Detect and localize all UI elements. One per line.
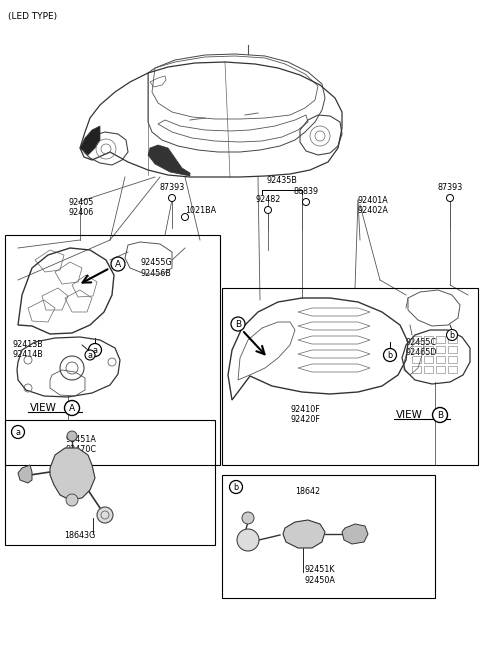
Text: 92482: 92482 <box>255 195 281 204</box>
Bar <box>424 356 433 363</box>
Bar <box>436 366 445 373</box>
Polygon shape <box>342 524 368 544</box>
Circle shape <box>66 494 78 506</box>
Bar <box>412 356 421 363</box>
Circle shape <box>446 194 454 201</box>
Circle shape <box>446 329 457 340</box>
Circle shape <box>85 350 95 360</box>
Text: 92413B
92414B: 92413B 92414B <box>12 340 43 359</box>
Text: B: B <box>437 410 443 420</box>
Text: b: b <box>387 350 393 360</box>
Bar <box>424 336 433 343</box>
Circle shape <box>384 348 396 362</box>
Bar <box>448 336 457 343</box>
Circle shape <box>302 198 310 205</box>
Text: 18642: 18642 <box>295 487 321 496</box>
Text: 92410F
92420F: 92410F 92420F <box>290 405 320 424</box>
Circle shape <box>111 257 125 271</box>
Polygon shape <box>80 126 100 155</box>
Text: 86839: 86839 <box>293 187 319 196</box>
Bar <box>412 346 421 353</box>
Circle shape <box>67 431 77 441</box>
Text: 92435B: 92435B <box>266 176 298 185</box>
Bar <box>448 366 457 373</box>
Text: (LED TYPE): (LED TYPE) <box>8 12 57 21</box>
Circle shape <box>264 207 272 213</box>
Text: a: a <box>93 346 97 354</box>
Bar <box>448 356 457 363</box>
Circle shape <box>12 426 24 438</box>
Text: b: b <box>449 331 455 340</box>
Text: B: B <box>235 319 241 329</box>
Text: 92405
92406: 92405 92406 <box>68 198 94 217</box>
Circle shape <box>97 507 113 523</box>
Text: 87393: 87393 <box>437 183 463 192</box>
Bar <box>412 336 421 343</box>
Bar <box>436 336 445 343</box>
Circle shape <box>231 317 245 331</box>
Circle shape <box>88 344 101 356</box>
Text: 92401A
92402A: 92401A 92402A <box>358 196 389 215</box>
Text: 92451A
92470C: 92451A 92470C <box>65 435 96 454</box>
Text: A: A <box>69 404 75 412</box>
Circle shape <box>168 194 176 201</box>
Polygon shape <box>18 465 32 483</box>
Text: 92455G
92456B: 92455G 92456B <box>140 258 172 278</box>
Polygon shape <box>148 145 190 176</box>
Bar <box>424 346 433 353</box>
Bar <box>436 346 445 353</box>
Bar <box>5 420 215 545</box>
Bar <box>222 288 478 465</box>
Circle shape <box>242 512 254 524</box>
Text: 1021BA: 1021BA <box>185 205 216 215</box>
Text: 18643G: 18643G <box>64 531 96 539</box>
Circle shape <box>432 408 447 422</box>
Circle shape <box>237 529 259 551</box>
Circle shape <box>229 481 242 493</box>
Text: VIEW: VIEW <box>30 403 57 413</box>
Bar <box>5 235 220 465</box>
Text: 92455C
92465D: 92455C 92465D <box>405 338 436 357</box>
Circle shape <box>181 213 189 221</box>
Text: VIEW: VIEW <box>396 410 423 420</box>
Text: 87393: 87393 <box>159 183 185 192</box>
Text: a: a <box>87 350 93 360</box>
Circle shape <box>64 400 80 416</box>
Bar <box>424 366 433 373</box>
Text: A: A <box>115 259 121 269</box>
Text: a: a <box>15 428 21 436</box>
Bar <box>222 475 435 598</box>
Bar <box>448 346 457 353</box>
Text: 92451K
92450A: 92451K 92450A <box>305 565 336 585</box>
Bar <box>412 366 421 373</box>
Bar <box>436 356 445 363</box>
Polygon shape <box>283 520 325 548</box>
Text: b: b <box>233 483 239 491</box>
Polygon shape <box>50 448 95 500</box>
